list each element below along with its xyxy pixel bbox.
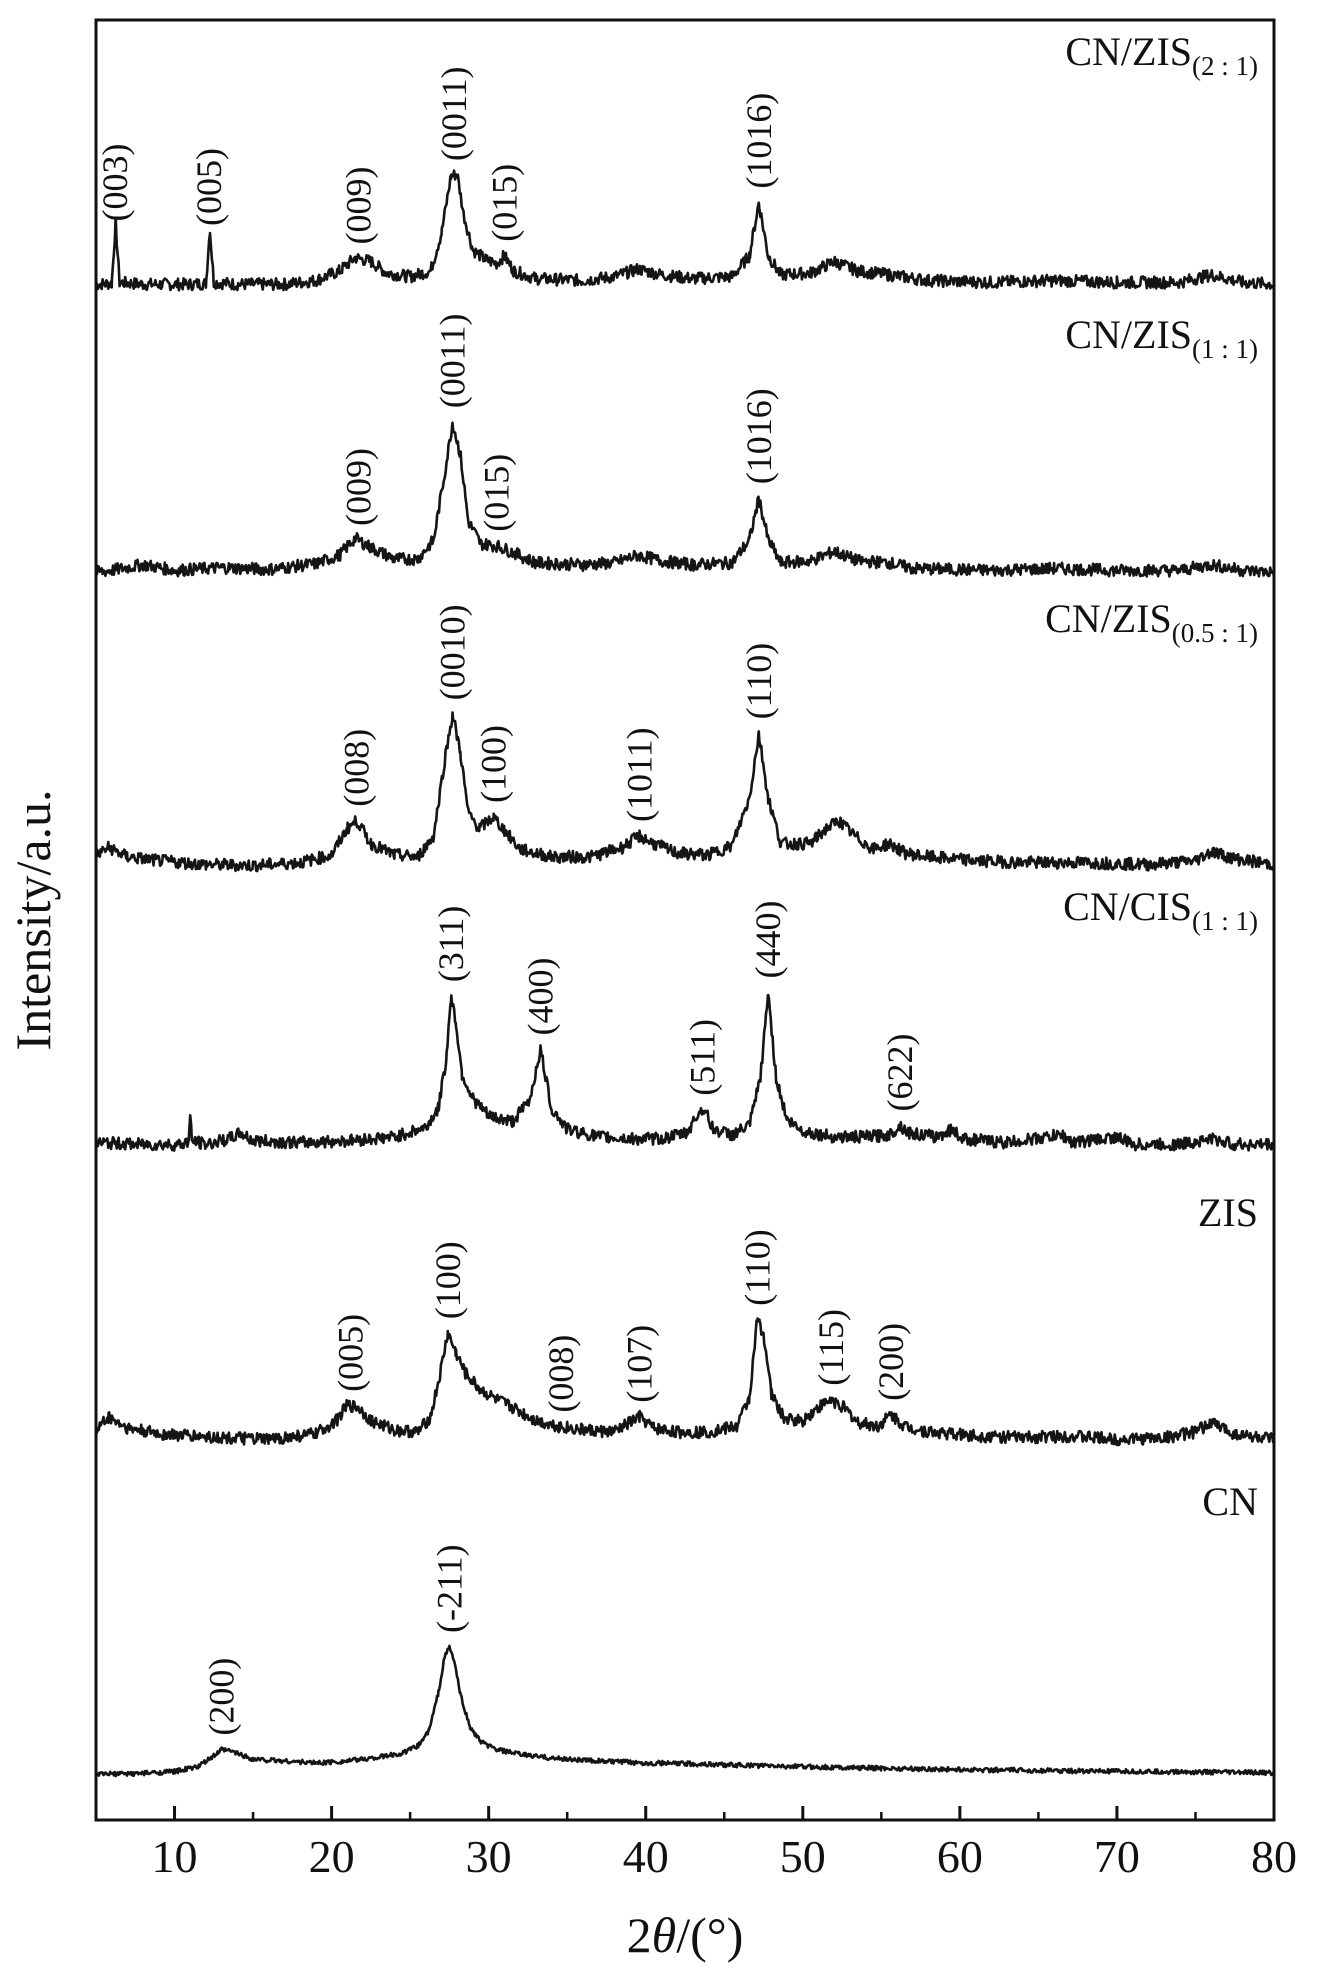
x-axis-title: 2θ/(°) [627, 1907, 744, 1963]
series-label-main: CN/CIS [1063, 884, 1192, 929]
series-label-0: CN/ZIS(2 : 1) [1065, 29, 1258, 81]
series-label-main: CN/ZIS [1065, 29, 1192, 74]
peak-label: (0011) [433, 314, 473, 409]
x-tick-label: 70 [1094, 1831, 1140, 1882]
peak-label: (1016) [739, 93, 779, 189]
x-tick-label: 30 [466, 1831, 512, 1882]
peak-label: (511) [682, 1019, 722, 1096]
x-axis-title-suffix: /(°) [676, 1907, 743, 1963]
peak-label: (100) [428, 1241, 468, 1319]
peak-label: (1011) [620, 727, 660, 822]
peak-label: (008) [541, 1335, 581, 1413]
plot-frame [94, 18, 1276, 1822]
peak-label: (015) [477, 454, 517, 532]
series-line-2 [94, 711, 1276, 873]
series-line-4 [94, 1317, 1276, 1447]
series-label-sub: (2 : 1) [1192, 51, 1258, 81]
x-axis-ticks: 10 20 30 40 50 60 70 80 [94, 1806, 1297, 1882]
x-axis-title-prefix: 2 [627, 1907, 652, 1963]
peak-label: (0011) [434, 66, 474, 161]
series-label-5: CN [1202, 1479, 1258, 1524]
series-line-0 [95, 169, 1275, 292]
peak-label: (-211) [429, 1544, 469, 1633]
series-label-4: ZIS [1198, 1190, 1258, 1235]
series-label-2: CN/ZIS(0.5 : 1) [1045, 596, 1258, 648]
peak-label: (015) [484, 164, 524, 242]
series-label-sub: (1 : 1) [1192, 334, 1258, 364]
peak-label: (005) [189, 148, 229, 226]
y-axis-title: Intensity/a.u. [5, 789, 61, 1050]
x-tick-label: 40 [623, 1831, 669, 1882]
series-line-3 [94, 993, 1275, 1152]
series-label-3: CN/CIS(1 : 1) [1063, 884, 1258, 936]
peak-label: (0010) [433, 604, 473, 700]
series-label-main: CN/ZIS [1065, 312, 1192, 357]
peak-label: (200) [871, 1323, 911, 1401]
peak-label: (003) [95, 144, 135, 222]
peak-label: (311) [431, 906, 471, 983]
x-tick-label: 10 [152, 1831, 198, 1882]
peak-label: (1016) [739, 388, 779, 484]
curves-group [94, 169, 1276, 1778]
peak-label: (107) [620, 1325, 660, 1403]
peak-label: (115) [811, 1309, 851, 1386]
peak-label: (100) [473, 725, 513, 803]
peak-label: (009) [338, 167, 378, 245]
x-tick-label: 20 [309, 1831, 355, 1882]
series-line-1 [94, 421, 1276, 578]
x-tick-label: 50 [780, 1831, 826, 1882]
peak-label: (009) [338, 448, 378, 526]
peak-label: (200) [202, 1658, 242, 1736]
series-label-sub: (0.5 : 1) [1172, 618, 1258, 648]
peak-label: (110) [739, 643, 779, 720]
x-tick-label: 80 [1251, 1831, 1297, 1882]
series-label-main: CN/ZIS [1045, 596, 1172, 641]
series-label-main: CN [1202, 1479, 1258, 1524]
x-tick-label: 60 [937, 1831, 983, 1882]
peak-label: (622) [880, 1034, 920, 1112]
series-label-1: CN/ZIS(1 : 1) [1065, 312, 1258, 364]
series-label-main: ZIS [1198, 1190, 1258, 1235]
series-labels-group: CN/ZIS(2 : 1)CN/ZIS(1 : 1)CN/ZIS(0.5 : 1… [1045, 29, 1258, 1524]
x-axis-title-symbol: θ [652, 1907, 677, 1963]
peak-label: (400) [521, 958, 561, 1036]
peak-label: (440) [748, 901, 788, 979]
peak-labels-group: (003) (005) (009)(0011)(015)(1016)(009)(00… [95, 66, 920, 1735]
peak-label: (008) [337, 729, 377, 807]
peak-label: (110) [737, 1229, 777, 1306]
peak-label: (005) [330, 1314, 370, 1392]
series-label-sub: (1 : 1) [1192, 906, 1258, 936]
series-line-5 [94, 1644, 1276, 1778]
